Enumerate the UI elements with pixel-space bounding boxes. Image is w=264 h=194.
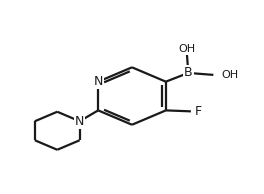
Text: OH: OH — [178, 44, 196, 54]
Text: F: F — [195, 105, 202, 118]
Text: N: N — [93, 75, 103, 88]
Text: B: B — [184, 66, 193, 80]
Text: OH: OH — [221, 70, 238, 80]
Text: N: N — [75, 115, 84, 128]
